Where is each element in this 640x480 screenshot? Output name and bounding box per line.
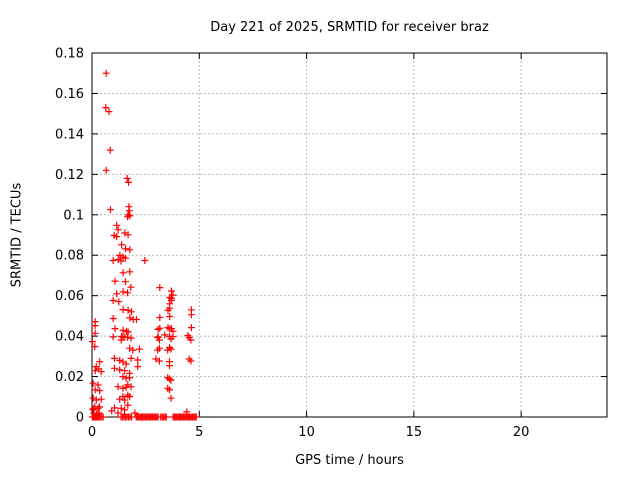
x-tick-label: 5 — [195, 425, 203, 440]
y-tick-label: 0.08 — [55, 249, 84, 264]
scatter-points — [88, 69, 200, 421]
y-tick-label: 0 — [76, 411, 84, 426]
y-tick-label: 0.1 — [63, 208, 84, 223]
y-tick-label: 0.06 — [55, 289, 84, 304]
chart-title: Day 221 of 2025, SRMTID for receiver bra… — [210, 20, 489, 35]
x-tick-label: 0 — [88, 425, 96, 440]
y-tick-label: 0.16 — [55, 87, 84, 102]
y-tick-label: 0.18 — [55, 47, 84, 62]
y-tick-label: 0.04 — [55, 330, 84, 345]
y-axis-title-text: SRMTID / TECUs — [9, 182, 25, 288]
x-axis-title: GPS time / hours — [295, 453, 404, 468]
y-tick-label: 0.14 — [55, 127, 84, 142]
y-tick-label: 0.12 — [55, 168, 84, 183]
plot-border — [91, 52, 608, 418]
y-tick-label: 0.02 — [55, 370, 84, 385]
x-tick-label: 20 — [513, 425, 530, 440]
x-tick-label: 10 — [298, 425, 315, 440]
x-tick-label: 15 — [406, 425, 423, 440]
